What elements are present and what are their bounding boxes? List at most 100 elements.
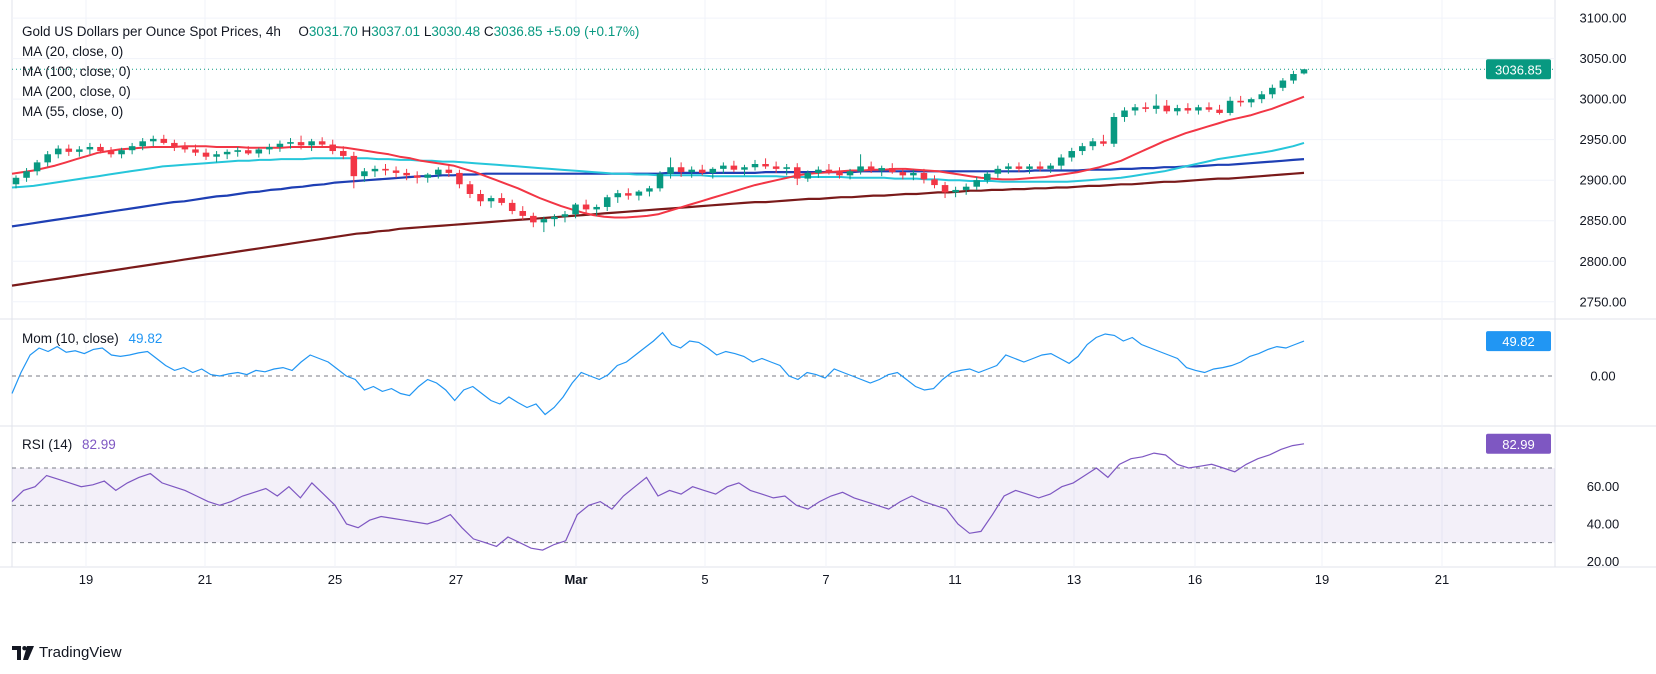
candle — [86, 142, 94, 155]
candle-body — [1152, 105, 1160, 109]
candle-body — [815, 169, 822, 173]
candle — [677, 162, 685, 177]
candle-body — [97, 146, 104, 152]
candle-body — [551, 216, 558, 220]
candle — [318, 137, 326, 148]
candle-body — [234, 150, 241, 152]
rsi-series-line — [11, 443, 1305, 551]
candle — [804, 170, 812, 182]
ma200-legend[interactable]: MA (200, close, 0) — [22, 84, 131, 99]
candle — [551, 214, 558, 227]
grid — [0, 0, 1656, 568]
momentum-line — [11, 331, 1305, 416]
tradingview-logo[interactable]: TradingView — [12, 644, 122, 661]
candle — [97, 143, 104, 154]
rsi-legend[interactable]: RSI (14) 82.99 — [22, 437, 116, 453]
candle-body — [255, 149, 263, 154]
candle — [1195, 104, 1202, 115]
candle — [1258, 91, 1266, 104]
candle-body — [1036, 166, 1044, 169]
candle-body — [572, 204, 579, 215]
time-tick-label: 7 — [822, 572, 829, 587]
candle — [287, 138, 294, 149]
candle-body — [318, 141, 326, 145]
candle — [1005, 163, 1012, 174]
candle — [276, 140, 284, 152]
change-value: +5.09 (+0.17%) — [546, 24, 640, 39]
candle-body — [1258, 94, 1266, 100]
candle-body — [54, 148, 62, 155]
candle-body — [181, 146, 189, 150]
candle-body — [910, 172, 917, 176]
candle-body — [1184, 108, 1192, 111]
brand-name: TradingView — [39, 644, 122, 661]
candle-body — [1237, 100, 1244, 103]
ma20-legend[interactable]: MA (20, close, 0) — [22, 44, 124, 59]
rsi-tick-label: 60.00 — [1587, 479, 1620, 494]
candle-body — [1079, 146, 1086, 152]
ma-line — [11, 171, 1305, 287]
price-axis[interactable]: 3100.00 3050.00 3000.00 2950.00 2900.00 2850.… — [1580, 11, 1627, 569]
candle — [466, 181, 474, 199]
candle-body — [1174, 108, 1181, 112]
candle — [920, 168, 928, 184]
candle — [688, 166, 695, 178]
candle-body — [308, 141, 315, 146]
ma-line — [11, 158, 1305, 228]
candle — [1247, 97, 1255, 108]
candle-body — [1142, 107, 1149, 109]
candle — [223, 149, 231, 160]
candle — [487, 195, 495, 208]
candle-body — [498, 198, 505, 203]
candle-body — [519, 211, 527, 216]
candle — [498, 193, 505, 206]
candle-body — [793, 167, 801, 179]
candle — [1269, 84, 1276, 99]
candle-body — [1163, 105, 1171, 112]
candle — [1163, 99, 1171, 114]
candle-body — [561, 214, 569, 217]
candle-body — [1226, 100, 1234, 113]
candle — [635, 189, 643, 201]
candle-body — [44, 154, 51, 163]
candle — [625, 188, 632, 200]
candle — [297, 135, 305, 150]
candle — [76, 146, 83, 157]
candle-body — [751, 164, 759, 168]
ma55-legend[interactable]: MA (55, close, 0) — [22, 104, 124, 119]
chart-legend-header: Gold US Dollars per Ounce Spot Prices, 4… — [22, 24, 639, 40]
candle — [1152, 94, 1160, 114]
candle — [857, 154, 864, 175]
candle — [1068, 147, 1076, 162]
candle — [244, 146, 252, 156]
candle-body — [603, 197, 611, 207]
time-axis[interactable]: 19 21 25 27 Mar 5 7 11 13 16 19 21 — [79, 572, 1449, 587]
price-tick-label: 3050.00 — [1580, 51, 1627, 66]
candle-body — [223, 151, 231, 155]
candle — [413, 171, 421, 184]
candle — [128, 142, 136, 155]
candle-body — [1015, 166, 1023, 169]
candle — [329, 139, 336, 155]
candle — [952, 186, 959, 198]
candle — [1142, 102, 1149, 113]
candle-body — [1300, 69, 1308, 74]
candle-body — [614, 193, 622, 198]
candle-body — [424, 174, 432, 178]
momentum-series-line — [11, 331, 1305, 416]
candle — [1184, 103, 1192, 114]
candle-body — [456, 172, 463, 185]
candle — [371, 165, 379, 177]
candle — [899, 168, 907, 180]
momentum-value: 49.82 — [128, 331, 163, 346]
momentum-legend[interactable]: Mom (10, close) 49.82 — [22, 331, 162, 347]
candle-body — [65, 148, 73, 152]
candlesticks — [12, 69, 1308, 233]
ma100-legend[interactable]: MA (100, close, 0) — [22, 64, 131, 79]
candle-body — [149, 138, 157, 142]
time-tick-label: 25 — [328, 572, 342, 587]
rsi-band — [12, 467, 1555, 544]
candle — [793, 163, 801, 186]
candle-body — [413, 175, 421, 178]
